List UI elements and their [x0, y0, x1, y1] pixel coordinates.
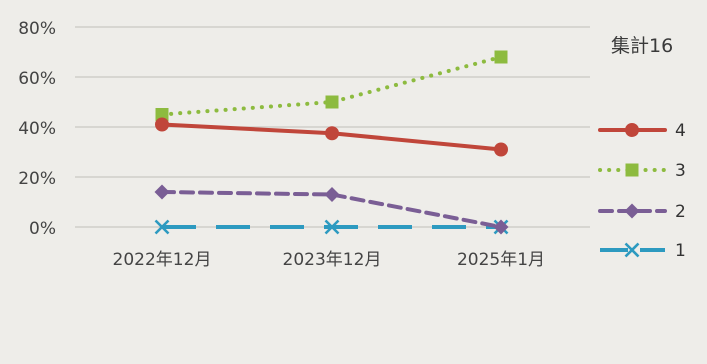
- y-tick-label: 40%: [18, 119, 56, 139]
- x-tick-label: 2025年1月: [457, 250, 545, 270]
- data-point: [494, 142, 508, 157]
- series-2: [154, 184, 509, 235]
- data-point: [324, 219, 340, 235]
- x-tick-label: 2023年12月: [283, 250, 382, 270]
- x-tick-label: 2022年12月: [113, 250, 212, 270]
- y-tick-label: 80%: [18, 19, 56, 39]
- y-tick-label: 60%: [18, 69, 56, 89]
- series-1: [154, 219, 509, 235]
- legend-item: 2: [598, 202, 686, 222]
- data-point: [324, 187, 340, 202]
- data-point: [325, 126, 339, 141]
- legend-label: 1: [675, 241, 686, 261]
- legend: 集計16 4 3 2 1: [598, 35, 686, 261]
- legend-label: 2: [675, 202, 686, 222]
- series-3: [155, 50, 508, 121]
- legend-item: 3: [598, 161, 686, 181]
- legend-label: 3: [675, 161, 686, 181]
- legend-marker: [624, 203, 640, 219]
- data-point: [155, 108, 169, 121]
- data-point: [494, 50, 508, 64]
- legend-marker: [625, 163, 639, 177]
- legend-label: 4: [675, 121, 686, 141]
- data-point: [493, 219, 509, 235]
- y-tick-label: 20%: [18, 169, 56, 189]
- legend-marker: [625, 123, 639, 137]
- data-point: [154, 219, 170, 235]
- data-point: [154, 184, 170, 200]
- series-4: [155, 117, 508, 157]
- y-tick-label: 0%: [29, 219, 56, 239]
- legend-item: 4: [598, 121, 686, 141]
- data-point: [155, 117, 169, 132]
- legend-item: 1: [600, 241, 686, 261]
- y-axis-ticks: 0% 20% 40% 60% 80%: [18, 19, 56, 239]
- series-lines: [154, 50, 509, 235]
- x-axis-ticks: 2022年12月 2023年12月 2025年1月: [113, 250, 546, 270]
- legend-marker: [624, 242, 640, 258]
- data-point: [325, 95, 339, 109]
- legend-title: 集計16: [611, 35, 673, 57]
